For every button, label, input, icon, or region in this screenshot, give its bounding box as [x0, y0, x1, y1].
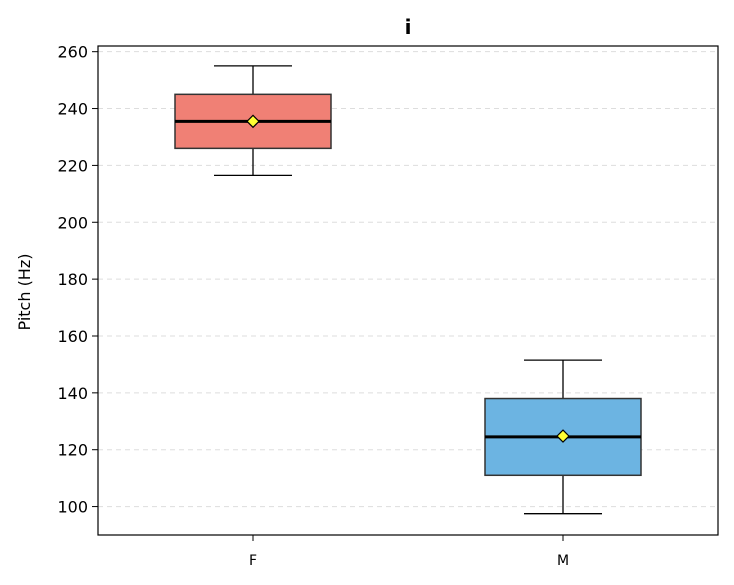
plot-area [174, 65, 642, 515]
y-tick-label: 160 [57, 327, 88, 346]
chart-title: i [405, 15, 412, 39]
y-tick-label: 240 [57, 100, 88, 119]
y-tick-label: 140 [57, 384, 88, 403]
y-tick-label: 220 [57, 156, 88, 175]
y-axis-label: Pitch (Hz) [15, 254, 34, 331]
y-tick-label: 100 [57, 498, 88, 517]
y-tick-label: 260 [57, 43, 88, 62]
y-axis: 100 120 140 160 180 200 220 240 260 [57, 43, 98, 517]
box-m [484, 359, 642, 515]
box-f [174, 65, 332, 177]
plot-frame [97, 45, 719, 536]
mean-marker [246, 114, 260, 129]
y-tick-label: 180 [57, 270, 88, 289]
y-tick-label: 120 [57, 441, 88, 460]
x-tick-label: M [557, 553, 569, 569]
gridlines [98, 51, 718, 508]
mean-marker [556, 429, 570, 443]
y-tick-label: 200 [57, 213, 88, 232]
x-tick-label: F [249, 553, 257, 569]
